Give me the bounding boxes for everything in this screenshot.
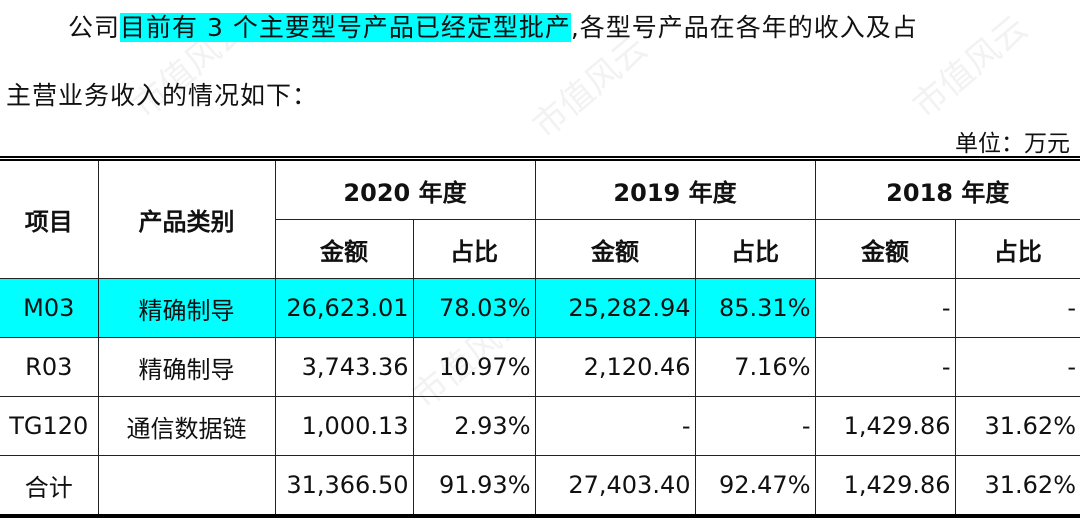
- cell-amount: 1,000.13: [274, 396, 414, 456]
- header-year: 2019 年度: [534, 158, 816, 220]
- text: 公司: [68, 13, 121, 42]
- header-ratio: 占比: [694, 219, 816, 279]
- cell-ratio: 7.16%: [694, 337, 816, 397]
- table-row: 合计 31,366.50 91.93% 27,403.40 92.47% 1,429.86…: [0, 455, 1080, 517]
- header-category: 产品类别: [97, 158, 276, 279]
- header-year: 2018 年度: [814, 158, 1080, 220]
- revenue-table: 项目 产品类别 2020 年度 2019 年度 2018 年度 金额 占比 金额…: [0, 156, 1080, 518]
- cell-amount: -: [814, 278, 956, 338]
- header-ratio: 占比: [954, 219, 1080, 279]
- cell-ratio: 85.31%: [694, 278, 816, 338]
- cell-amount: -: [534, 396, 696, 456]
- paragraph-line-1: 公司目前有 3 个主要型号产品已经定型批产,各型号产品在各年的收入及占: [68, 8, 918, 44]
- cell-ratio: -: [694, 396, 816, 456]
- unit-label: 单位：万元: [955, 131, 1070, 157]
- cell-ratio: 91.93%: [412, 455, 536, 517]
- header-item: 项目: [0, 158, 99, 279]
- cell-amount: 25,282.94: [534, 278, 696, 338]
- cell-item: TG120: [0, 396, 99, 456]
- paragraph-line-2: 主营业务收入的情况如下：: [6, 81, 319, 110]
- table-row: TG120 通信数据链 1,000.13 2.93% - -1,429.86 31.62%: [0, 396, 1080, 456]
- cell-amount: 2,120.46: [534, 337, 696, 397]
- header-ratio: 占比: [412, 219, 536, 279]
- cell-amount: 3,743.36: [274, 337, 414, 397]
- cell-ratio: 31.62%: [954, 396, 1080, 456]
- cell-amount: -: [814, 337, 956, 397]
- cell-ratio: 92.47%: [694, 455, 816, 517]
- table-row: M03 精确制导 26,623.01 78.03% 25,282.94 85.31% - -: [0, 278, 1080, 338]
- cell-item: M03: [0, 278, 99, 338]
- cell-amount: 31,366.50: [274, 455, 414, 517]
- cell-category: 精确制导: [97, 337, 276, 397]
- cell-amount: 26,623.01: [274, 278, 414, 338]
- cell-ratio: -: [954, 278, 1080, 338]
- header-amount: 金额: [814, 219, 956, 279]
- header-amount: 金额: [275, 219, 414, 279]
- cell-category: [97, 455, 276, 517]
- cell-ratio: 78.03%: [412, 278, 536, 338]
- cell-ratio: 2.93%: [412, 396, 536, 456]
- text: ,各型号产品在各年的收入及占: [570, 13, 918, 42]
- cell-ratio: -: [954, 337, 1080, 397]
- cell-item: R03: [0, 337, 99, 397]
- cell-amount: 27,403.40: [534, 455, 696, 517]
- cell-item: 合计: [0, 455, 99, 517]
- header-year: 2020 年度: [274, 158, 536, 220]
- cell-ratio: 10.97%: [412, 337, 536, 397]
- cell-category: 通信数据链: [97, 396, 276, 456]
- cell-category: 精确制导: [97, 278, 276, 338]
- highlighted-text: 目前有 3 个主要型号产品已经定型批产: [120, 13, 571, 42]
- watermark: 市值风云: [905, 8, 1036, 127]
- header-amount: 金额: [534, 219, 696, 279]
- cell-amount: 1,429.86: [814, 455, 956, 517]
- cell-ratio: 31.62%: [954, 455, 1080, 517]
- table-row: R03 精确制导 3,743.36 10.97% 2,120.46 7.16% - -: [0, 337, 1080, 397]
- cell-amount: 1,429.86: [814, 396, 956, 456]
